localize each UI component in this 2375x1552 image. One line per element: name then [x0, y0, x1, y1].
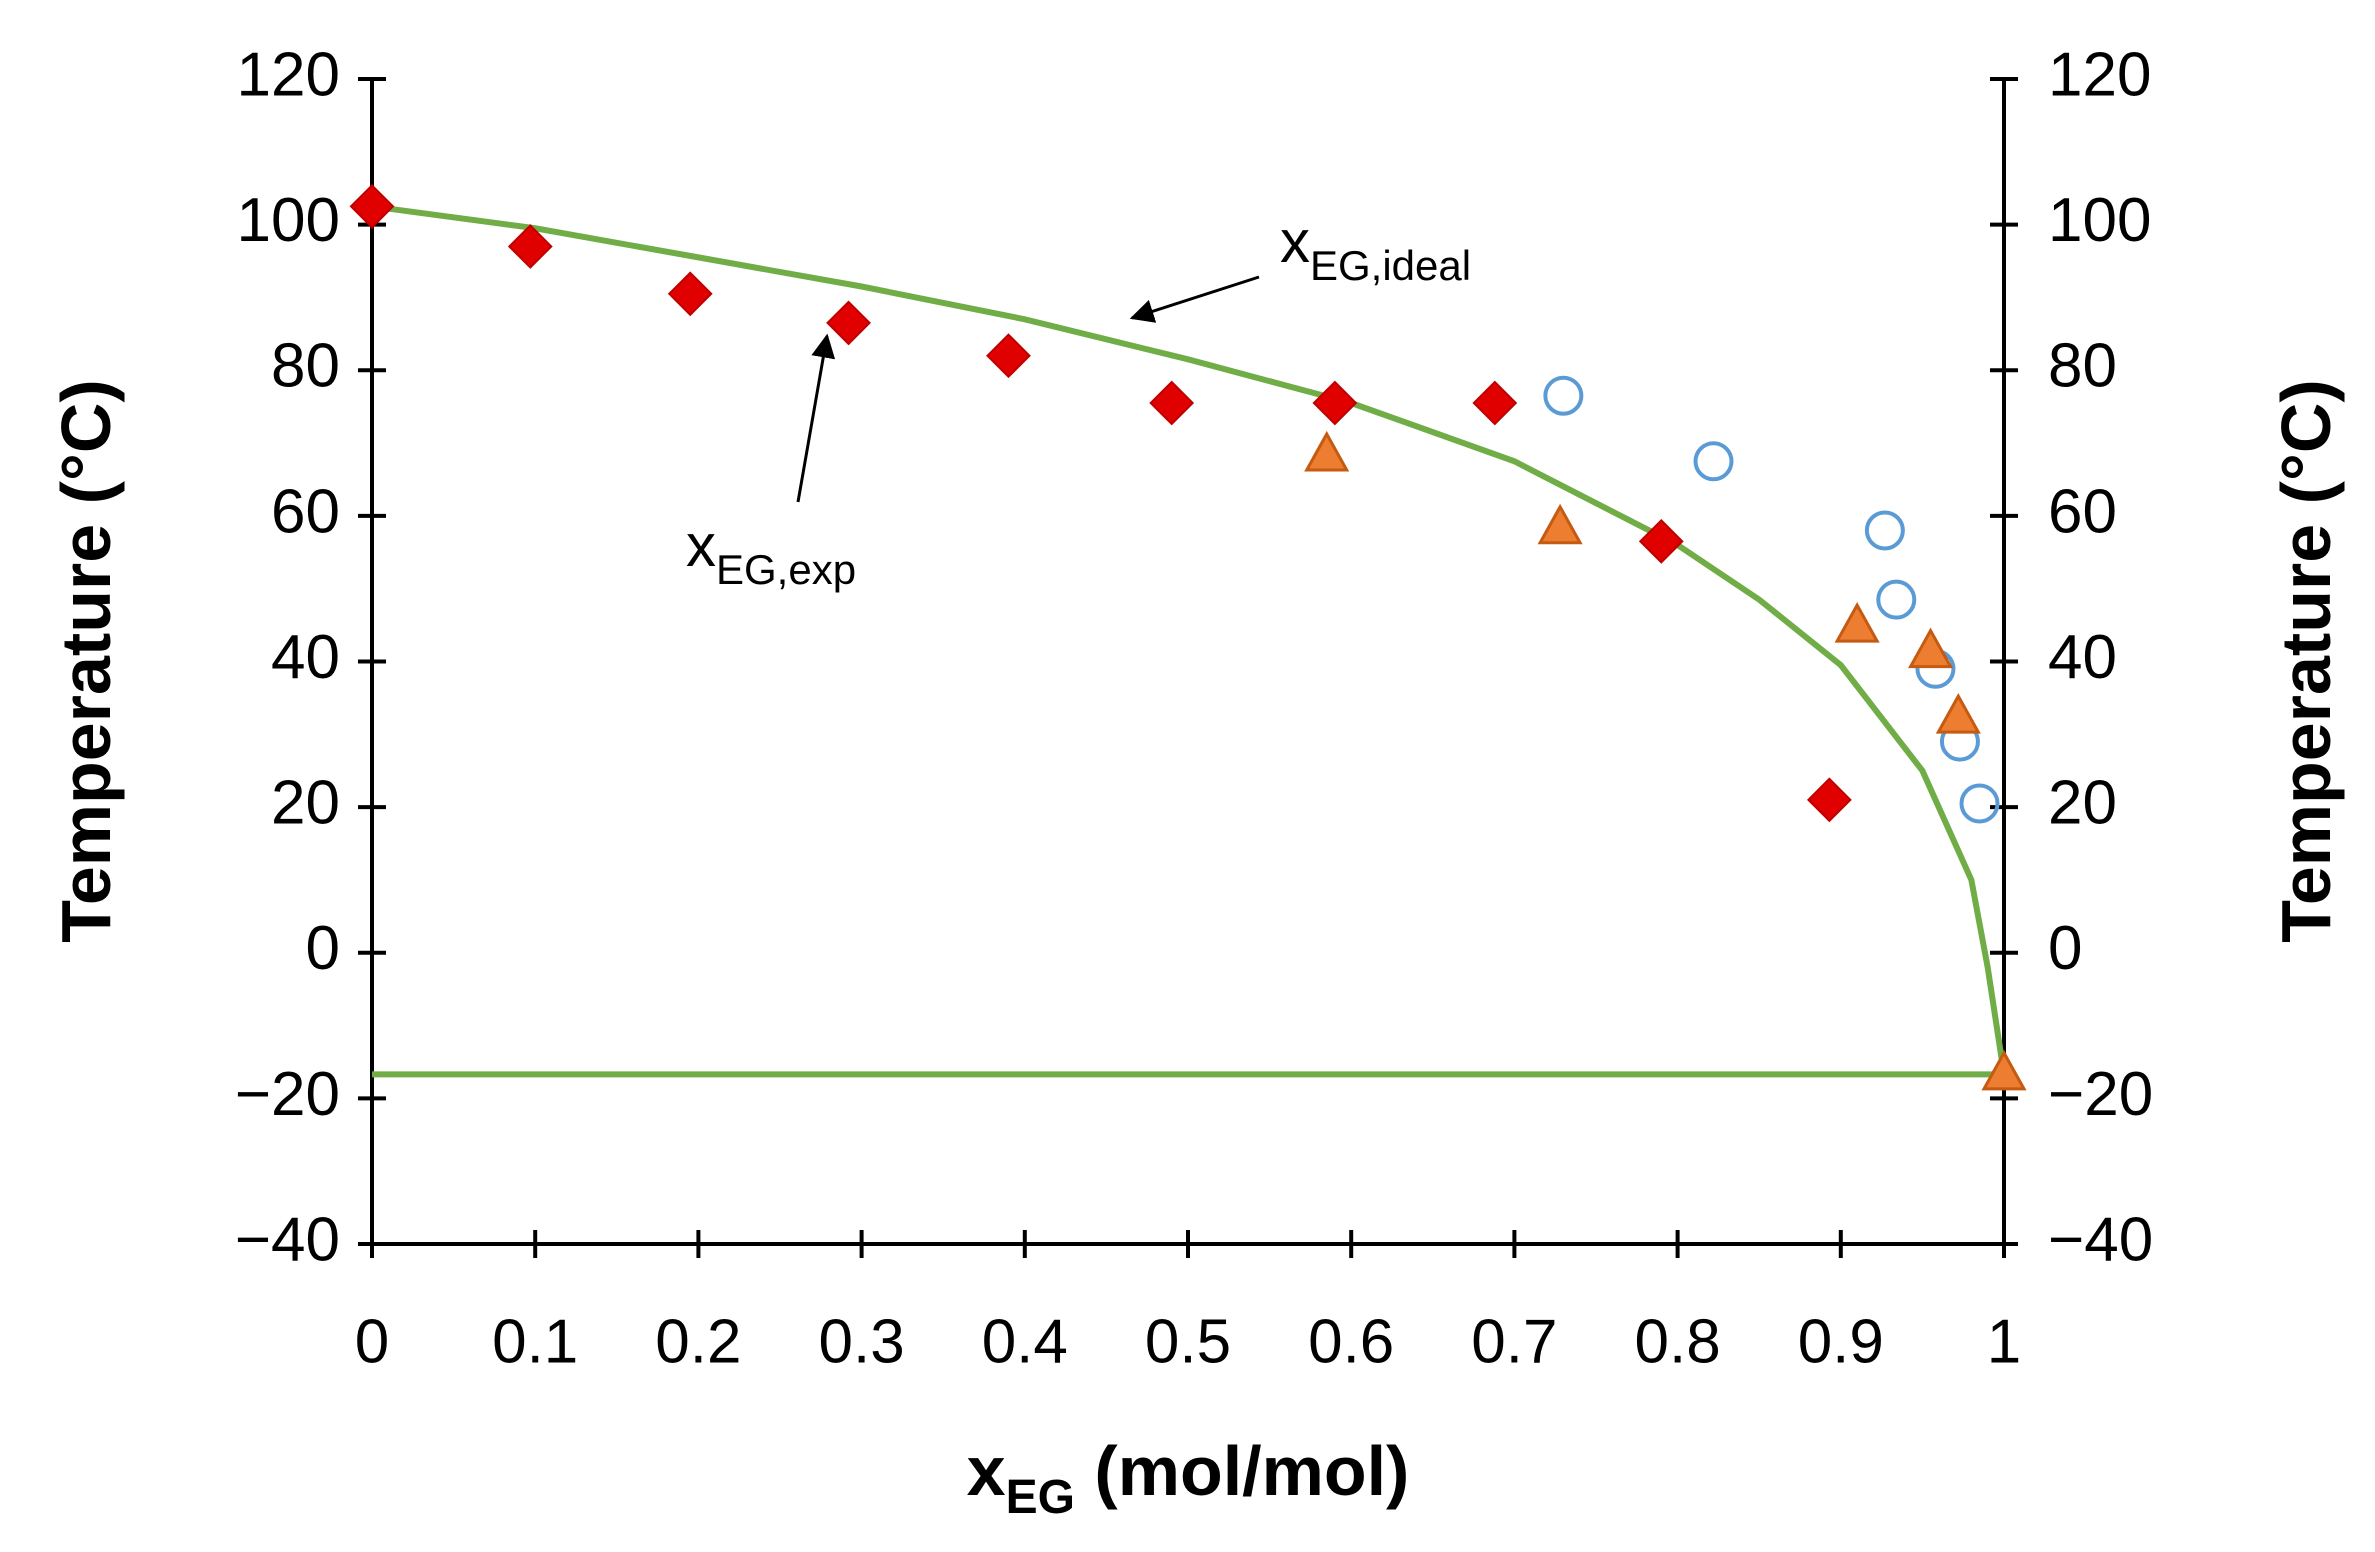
y2-tick-label: 40	[2048, 623, 2117, 692]
diamond-point	[349, 184, 395, 229]
triangle-point	[1304, 430, 1350, 472]
y-tick-label: −40	[235, 1205, 340, 1274]
circle-point	[1543, 375, 1584, 416]
x-tick-label: 0.6	[1308, 1307, 1394, 1376]
y-tick-label: 80	[271, 332, 340, 401]
x-axis-title: xEG (mol/mol)	[967, 1432, 1410, 1524]
y2-tick-label: 20	[2048, 769, 2117, 838]
x-tick-label: 0.1	[492, 1307, 578, 1376]
annotation-sub: EG,ideal	[1310, 242, 1471, 289]
diamond-point	[1149, 380, 1195, 426]
x-tick-label: 0.8	[1634, 1307, 1720, 1376]
x-tick-label: 0.5	[1145, 1307, 1231, 1376]
y2-tick-label: 120	[2048, 40, 2151, 109]
x-tick-label: 0.2	[655, 1307, 741, 1376]
annotation-sub: EG,exp	[716, 546, 856, 593]
x-axis-title-main: x	[967, 1432, 1006, 1510]
y-tick-label: −20	[235, 1060, 340, 1129]
x-axis-title-sub: EG	[1006, 1471, 1075, 1524]
diamond-point	[826, 300, 871, 346]
y-axis-title: Temperature (°C)	[47, 379, 125, 942]
diamond-point	[1806, 777, 1852, 823]
circle-point	[1864, 510, 1905, 551]
triangle-point	[1834, 602, 1880, 643]
y2-axis-title: Temperature (°C)	[2267, 379, 2345, 942]
annotation-arrow	[1129, 275, 1260, 323]
annotation-main: x	[1280, 208, 1310, 275]
y-tick-label: 0	[306, 914, 340, 983]
triangle-point	[1981, 1049, 2027, 1091]
line	[371, 203, 2007, 1075]
circle-point	[1693, 441, 1734, 482]
annotation: xEG,ideal	[1280, 208, 1471, 289]
x-tick-label: 1	[1987, 1307, 2021, 1376]
annotation-main: x	[686, 512, 716, 579]
x-tick-label: 0	[355, 1307, 389, 1376]
annotation-arrow	[796, 333, 836, 503]
y2-tick-label: 100	[2048, 186, 2151, 255]
triangle-point	[1537, 503, 1583, 545]
x-tick-label: 0.3	[818, 1307, 904, 1376]
diamond-point	[507, 224, 553, 269]
x-tick-label: 0.9	[1798, 1307, 1884, 1376]
annotation: xEG,exp	[686, 512, 856, 593]
x-tick-label: 0.4	[982, 1307, 1068, 1376]
triangle-point	[1908, 627, 1954, 669]
diamond-point	[986, 333, 1031, 379]
y-tick-label: 60	[271, 477, 340, 546]
y-tick-label: 40	[271, 623, 340, 692]
circle-point	[1876, 579, 1917, 620]
y2-tick-label: −20	[2048, 1060, 2153, 1129]
x-tick-label: 0.7	[1471, 1307, 1557, 1376]
circle-point	[1959, 783, 2000, 824]
y2-tick-label: 60	[2048, 477, 2117, 546]
y-tick-label: 120	[237, 40, 340, 109]
y2-tick-label: 0	[2048, 914, 2082, 983]
y-tick-label: 100	[237, 186, 340, 255]
diamond-point	[1312, 380, 1358, 426]
diamond-point	[667, 271, 713, 317]
y-tick-label: 20	[271, 769, 340, 838]
diamond-point	[1638, 518, 1684, 564]
x-axis-title-rest: (mol/mol)	[1075, 1432, 1409, 1510]
y2-tick-label: 80	[2048, 332, 2117, 401]
y2-tick-label: −40	[2048, 1205, 2153, 1274]
triangle-point	[1935, 693, 1981, 734]
diamond-point	[1472, 380, 1518, 426]
